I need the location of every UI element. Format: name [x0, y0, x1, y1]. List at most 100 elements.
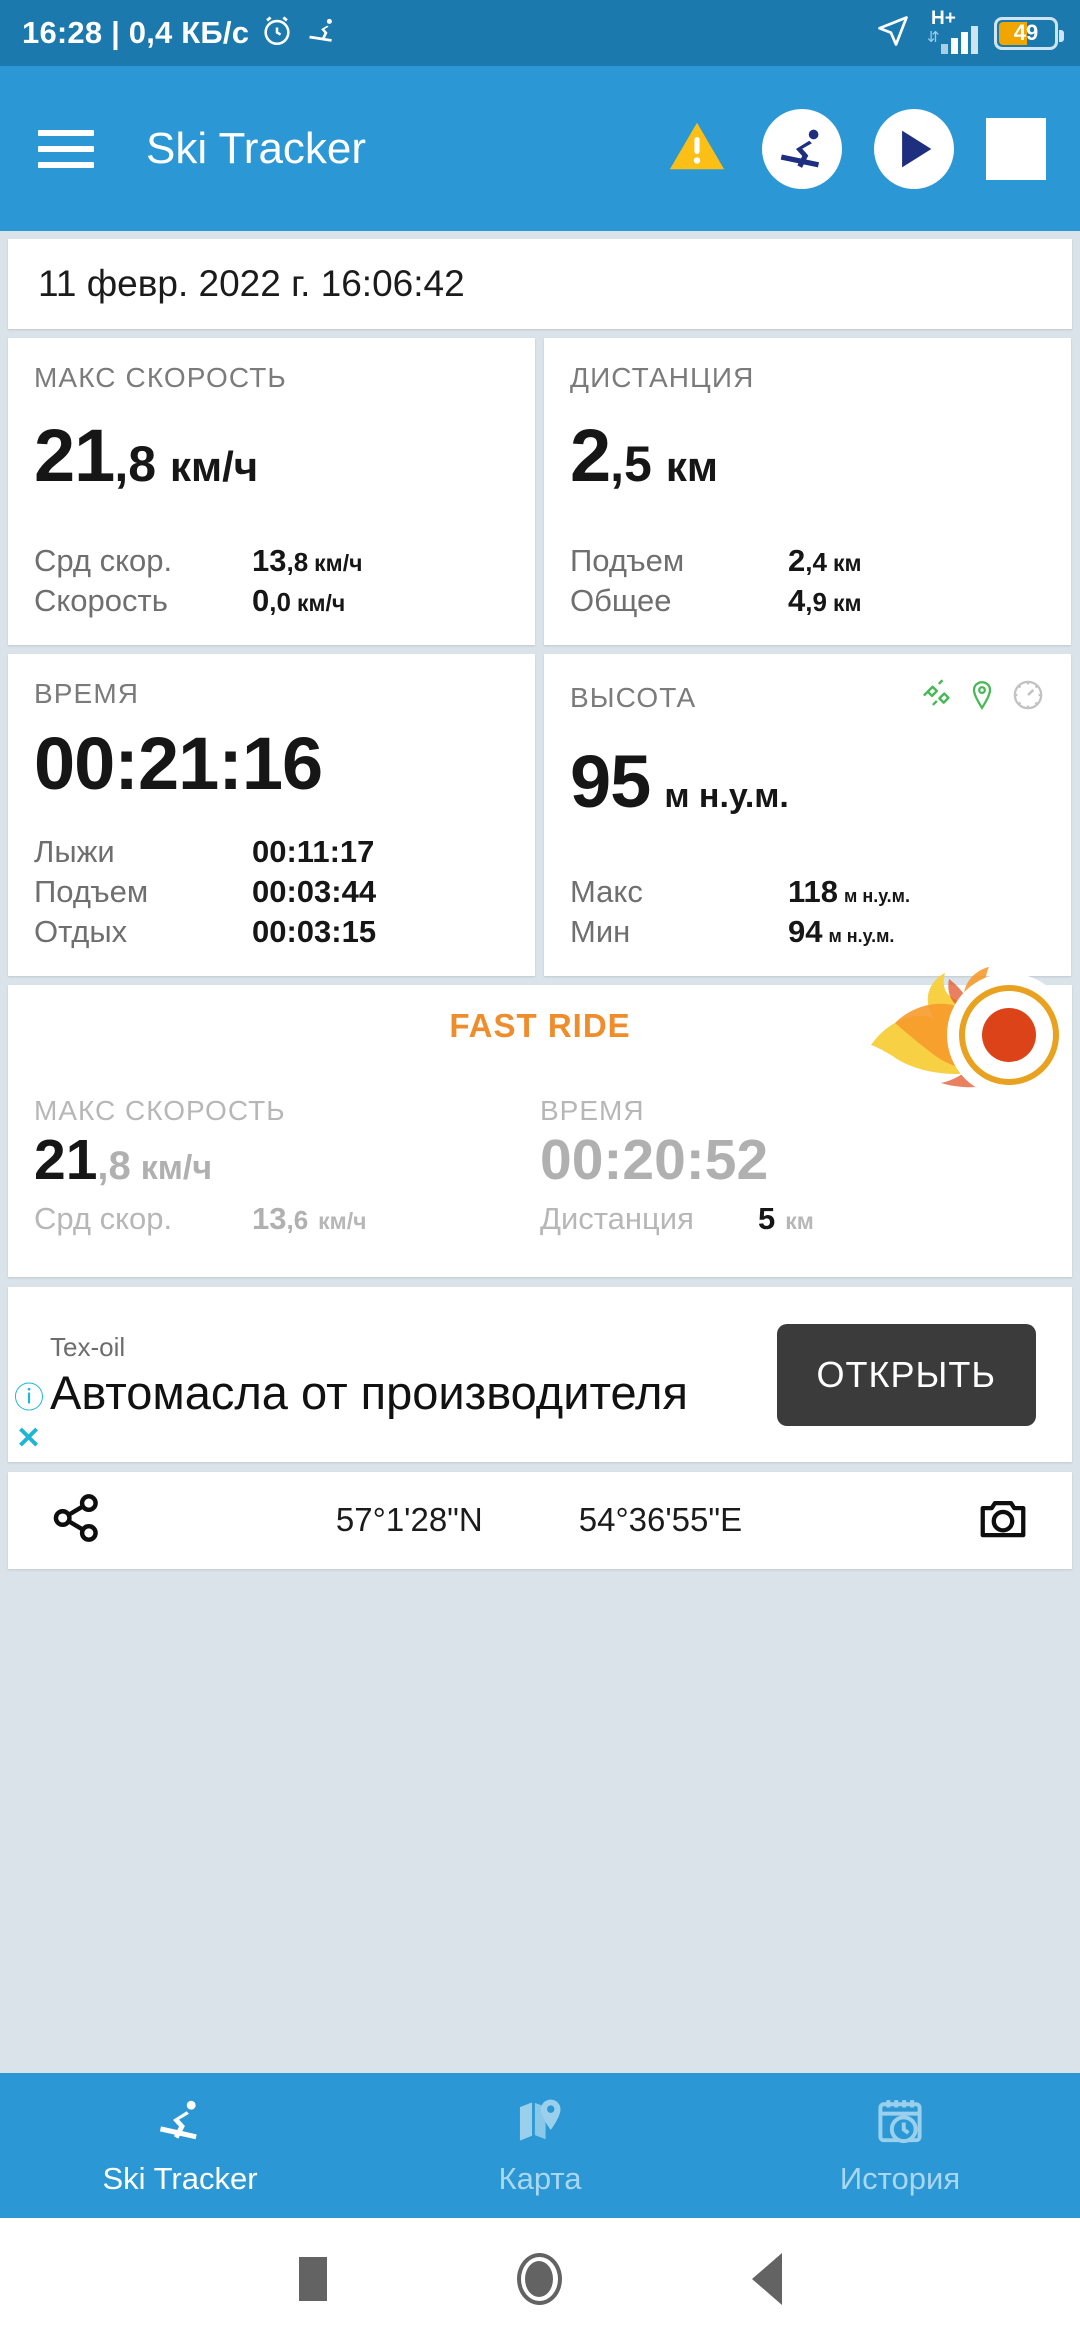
- fr-sub-label: Дистанция: [540, 1200, 694, 1236]
- fr-sub-row: Срд скор. 13 ,6 км/ч: [34, 1201, 540, 1237]
- sub-label: Макс: [570, 873, 643, 909]
- card-distance[interactable]: ДИСТАНЦИЯ 2 ,5 км Подъем 2 ,4 км Общее: [544, 338, 1071, 645]
- card-title: ВЫСОТА: [570, 681, 697, 713]
- longitude-value: 54°36'55"E: [578, 1501, 743, 1539]
- session-date-bar[interactable]: 11 февр. 2022 г. 16:06:42: [8, 239, 1072, 329]
- sub-label: Мин: [570, 913, 631, 949]
- sub-row: Макс 118 м н.у.м.: [570, 874, 1045, 910]
- camera-icon[interactable]: [974, 1491, 1032, 1550]
- fr-sub-value: 13: [252, 1200, 287, 1236]
- coordinates-bar: 57°1'28"N 54°36'55"E: [8, 1471, 1072, 1569]
- card-title: ВРЕМЯ: [34, 678, 140, 709]
- sub-value: 13: [252, 543, 287, 578]
- sub-decimal: ,4: [805, 547, 827, 577]
- close-icon[interactable]: ✕: [16, 1421, 42, 1455]
- nav-item-history[interactable]: История: [720, 2094, 1080, 2197]
- bottom-navigation: Ski Tracker Карта: [0, 2073, 1080, 2218]
- ad-banner[interactable]: ⓘ ✕ Tex-oil Автомасла от производителя О…: [8, 1286, 1072, 1462]
- altitude-status-icons: [919, 678, 1045, 717]
- back-triangle-icon[interactable]: [751, 2253, 782, 2305]
- card-altitude[interactable]: ВЫСОТА: [544, 654, 1071, 976]
- sub-value: 94: [788, 913, 823, 949]
- app-bar: Ski Tracker: [0, 66, 1080, 231]
- fr-header: МАКС СКОРОСТЬ: [34, 1095, 286, 1126]
- hamburger-menu-icon[interactable]: [38, 129, 94, 168]
- sub-row: Скорость 0 ,0 км/ч: [34, 583, 509, 619]
- distance-unit: км: [665, 443, 718, 490]
- coordinates-values: 57°1'28"N 54°36'55"E: [104, 1501, 974, 1539]
- ad-brand: Tex-oil: [50, 1331, 126, 1362]
- sub-value: 4: [788, 583, 806, 618]
- card-title: МАКС СКОРОСТЬ: [34, 362, 287, 393]
- fast-ride-max-speed: МАКС СКОРОСТЬ 21 ,8 км/ч Срд скор. 13 ,6…: [34, 1095, 540, 1237]
- fr-value-row: 00:20:52: [540, 1128, 1046, 1192]
- status-bar-left: 16:28 | 0,4 КБ/c: [22, 14, 339, 53]
- nav-item-ski-tracker[interactable]: Ski Tracker: [0, 2094, 360, 2197]
- nav-item-map[interactable]: Карта: [360, 2094, 720, 2197]
- ad-open-button[interactable]: ОТКРЫТЬ: [776, 1324, 1036, 1427]
- sub-value: 118: [788, 873, 839, 909]
- sub-label: Общее: [570, 583, 672, 618]
- sub-label: Срд скор.: [34, 543, 173, 578]
- altitude-sub-rows: Макс 118 м н.у.м. Мин 94 м н.у.м.: [570, 874, 1045, 954]
- nav-label: Карта: [498, 2161, 582, 2196]
- fr-sub-label: Срд скор.: [34, 1200, 173, 1236]
- distance-value-row: 2 ,5 км: [570, 419, 1045, 493]
- time-value: 00:21:16: [34, 721, 323, 805]
- share-icon[interactable]: [48, 1490, 104, 1551]
- skier-icon[interactable]: [762, 108, 842, 189]
- sub-value: 0: [252, 583, 270, 618]
- alarm-clock-icon: [260, 14, 294, 53]
- card-header: ВЫСОТА: [570, 678, 1045, 717]
- fr-sub-unit: км/ч: [318, 1207, 367, 1234]
- sub-row: Мин 94 м н.у.м.: [570, 914, 1045, 950]
- page-title: Ski Tracker: [146, 123, 367, 173]
- distance-value: 2: [570, 414, 611, 497]
- network-type-label: H+: [931, 8, 956, 29]
- fr-max-speed-value: 21: [34, 1128, 98, 1192]
- play-icon[interactable]: [874, 108, 954, 189]
- recents-square-icon[interactable]: [298, 2257, 327, 2301]
- ad-headline: Автомасла от производителя: [50, 1365, 688, 1419]
- fast-ride-panel[interactable]: FAST RIDE МАКС СКОРОСТЬ 21 ,8: [8, 967, 1072, 1277]
- sub-value: 00:03:44: [252, 873, 377, 909]
- card-header: ДИСТАНЦИЯ: [570, 362, 1045, 394]
- altitude-value: 95: [570, 739, 651, 823]
- fr-sub-unit: км: [785, 1207, 814, 1234]
- stop-icon[interactable]: [986, 117, 1046, 180]
- card-max-speed[interactable]: МАКС СКОРОСТЬ 21 ,8 км/ч Срд скор. 13 ,8…: [8, 338, 535, 645]
- fr-header: ВРЕМЯ: [540, 1095, 645, 1126]
- satellite-icon: [919, 678, 953, 717]
- distance-decimal: ,5: [610, 436, 652, 492]
- home-circle-icon[interactable]: [516, 2253, 562, 2305]
- warning-triangle-icon[interactable]: [664, 115, 730, 182]
- battery-percent: 49: [1013, 20, 1039, 45]
- sub-value: 00:03:15: [252, 913, 377, 949]
- sub-unit: км: [832, 590, 862, 616]
- stats-grid: МАКС СКОРОСТЬ 21 ,8 км/ч Срд скор. 13 ,8…: [0, 329, 1080, 976]
- signal-bars-icon: H+ ⇵: [927, 8, 978, 54]
- fr-time-value: 00:20:52: [540, 1128, 769, 1192]
- status-bar-right: H+ ⇵ 49: [875, 8, 1064, 54]
- app-bar-actions: [664, 108, 1054, 189]
- sub-decimal: ,0: [269, 587, 291, 617]
- fr-max-speed-unit: км/ч: [140, 1149, 213, 1187]
- sub-row: Срд скор. 13 ,8 км/ч: [34, 543, 509, 579]
- sub-row: Общее 4 ,9 км: [570, 583, 1045, 619]
- card-title: ДИСТАНЦИЯ: [570, 362, 755, 393]
- info-icon[interactable]: ⓘ: [14, 1381, 44, 1415]
- session-date: 11 февр. 2022 г. 16:06:42: [38, 263, 465, 304]
- fr-sub-decimal: ,6: [286, 1204, 309, 1235]
- skier-icon: [150, 2094, 210, 2155]
- card-header: МАКС СКОРОСТЬ: [34, 362, 509, 394]
- max-speed-value-row: 21 ,8 км/ч: [34, 419, 509, 493]
- sub-label: Скорость: [34, 583, 168, 618]
- sub-decimal: ,8: [286, 547, 309, 577]
- fast-ride-title: FAST RIDE: [449, 1007, 631, 1044]
- time-sub-rows: Лыжи 00:11:17 Подъем 00:03:44 Отдых 00:0…: [34, 834, 509, 954]
- nav-label: История: [839, 2161, 961, 2196]
- battery-icon: 49: [994, 16, 1064, 50]
- sub-unit: км/ч: [314, 550, 363, 576]
- card-time[interactable]: ВРЕМЯ 00:21:16 Лыжи 00:11:17 Подъем 00:0…: [8, 654, 535, 976]
